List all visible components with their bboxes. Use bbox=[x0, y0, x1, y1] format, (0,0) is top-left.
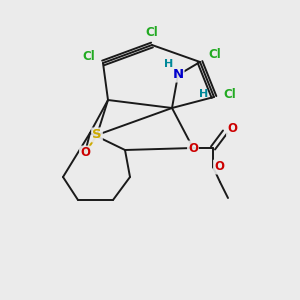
Text: H: H bbox=[200, 89, 208, 99]
Text: H: H bbox=[164, 59, 174, 69]
Text: N: N bbox=[172, 68, 184, 82]
Text: Cl: Cl bbox=[208, 47, 221, 61]
Text: O: O bbox=[80, 146, 90, 160]
Text: Cl: Cl bbox=[82, 50, 95, 64]
Text: O: O bbox=[214, 160, 224, 173]
Text: S: S bbox=[92, 128, 102, 142]
Text: O: O bbox=[227, 122, 237, 136]
Text: Cl: Cl bbox=[146, 26, 158, 38]
Text: O: O bbox=[188, 142, 198, 154]
Text: Cl: Cl bbox=[224, 88, 236, 101]
